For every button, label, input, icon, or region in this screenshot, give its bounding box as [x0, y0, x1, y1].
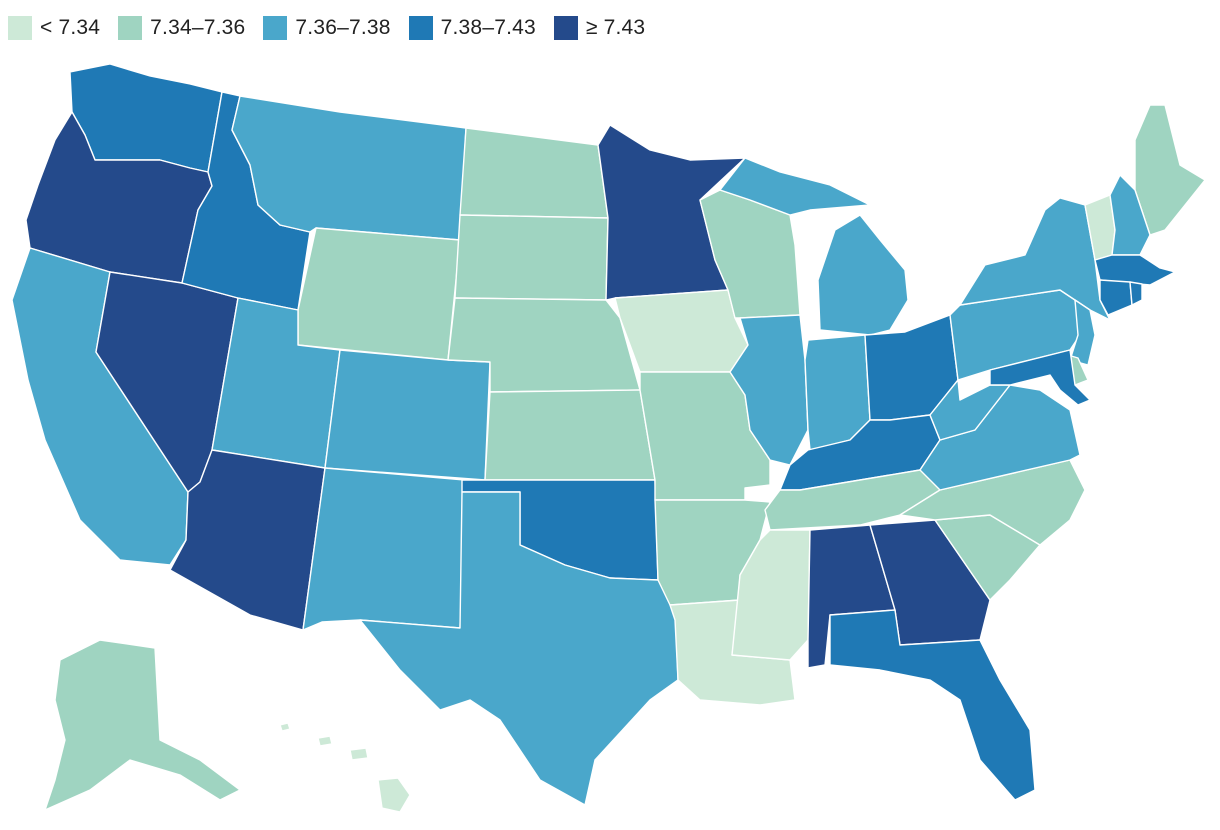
- legend-label: 7.38–7.43: [440, 16, 536, 39]
- state-md[interactable]: [989, 349, 1091, 406]
- legend-swatch: [263, 16, 288, 40]
- legend-label: 7.36–7.38: [295, 16, 391, 39]
- legend-swatch: [408, 16, 433, 40]
- legend-label: 7.34–7.36: [150, 16, 246, 39]
- state-tx[interactable]: [359, 491, 679, 806]
- legend-item-lt-7-34: < 7.34: [8, 16, 100, 40]
- map-legend: < 7.34 7.34–7.36 7.36–7.38 7.38–7.43 ≥ 7…: [8, 12, 645, 44]
- state-mi[interactable]: [719, 157, 909, 336]
- state-mt[interactable]: [231, 95, 467, 241]
- state-hi[interactable]: [279, 722, 411, 813]
- state-wy[interactable]: [297, 227, 461, 361]
- state-ia[interactable]: [614, 289, 749, 373]
- legend-swatch: [553, 16, 578, 40]
- state-nh[interactable]: [1109, 174, 1151, 256]
- state-nd[interactable]: [459, 127, 609, 219]
- state-ks[interactable]: [484, 389, 656, 481]
- state-il[interactable]: [729, 314, 809, 466]
- state-ak[interactable]: [44, 639, 241, 811]
- state-nm[interactable]: [302, 467, 466, 631]
- legend-swatch: [8, 16, 32, 40]
- legend-swatch: [118, 16, 143, 40]
- legend-item-7-34-7-36: 7.34–7.36: [118, 16, 245, 40]
- state-nj[interactable]: [1069, 299, 1096, 366]
- state-fl[interactable]: [829, 609, 1036, 801]
- state-sd[interactable]: [454, 214, 609, 301]
- legend-item-7-38-7-43: 7.38–7.43: [408, 16, 536, 40]
- legend-item-7-36-7-38: 7.36–7.38: [263, 16, 390, 40]
- legend-item-gte-7-43: ≥ 7.43: [553, 16, 646, 40]
- state-ri[interactable]: [1129, 281, 1143, 306]
- state-me[interactable]: [1134, 104, 1206, 236]
- legend-label: ≥ 7.43: [585, 16, 646, 39]
- state-ct[interactable]: [1099, 279, 1133, 316]
- legend-label: < 7.34: [40, 16, 101, 39]
- state-co[interactable]: [324, 349, 491, 481]
